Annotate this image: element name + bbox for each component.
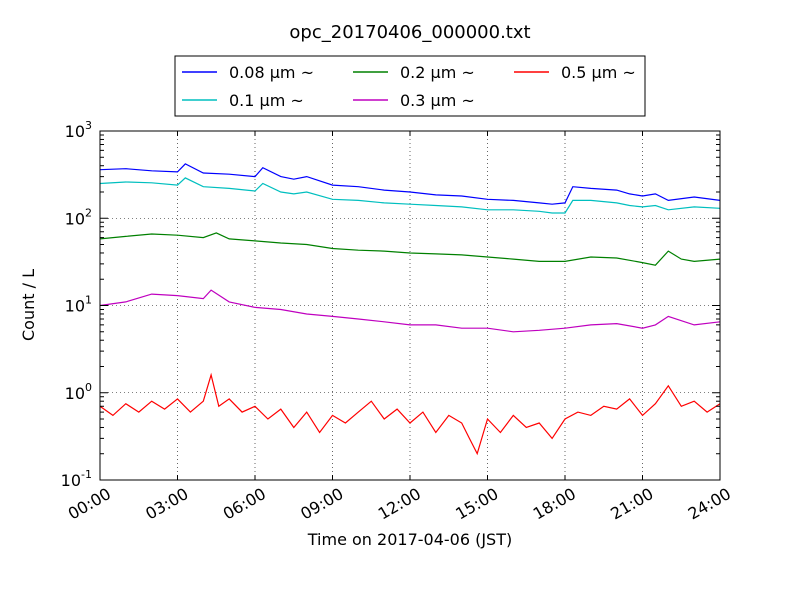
- x-tick-label: 03:00: [142, 484, 191, 524]
- y-axis-label: Count / L: [19, 269, 38, 341]
- x-axis: 00:00 03:00 06:00 09:00 12:00 15:00 18:00 21:00…: [65, 131, 734, 524]
- y-tick-label: 100: [65, 381, 92, 403]
- series-line-0_3: [99, 289, 721, 333]
- y-tick-label: 103: [65, 119, 92, 141]
- series-line-0_5: [99, 372, 721, 456]
- chart-title: opc_20170406_000000.txt: [289, 22, 530, 43]
- legend-label: 0.3 μm ~: [400, 91, 475, 110]
- x-tick-label: 12:00: [375, 484, 424, 524]
- legend-frame: [174, 55, 646, 117]
- x-tick-label: 09:00: [297, 484, 346, 524]
- legend: 0.08 μm ~ 0.2 μm ~ 0.5 μm ~ 0.1 μm ~ 0.3 μm …: [174, 55, 646, 117]
- legend-label: 0.5 μm ~: [561, 63, 636, 82]
- legend-label: 0.1 μm ~: [229, 91, 304, 110]
- y-tick-label: 10-1: [61, 468, 92, 490]
- x-tick-label: 18:00: [530, 484, 579, 524]
- x-tick-label: 24:00: [685, 484, 734, 524]
- x-tick-label: 15:00: [452, 484, 501, 524]
- y-axis: 10-1 100 101 102 103: [61, 119, 720, 490]
- y-tick-label: 101: [65, 294, 92, 316]
- x-axis-label: Time on 2017-04-06 (JST): [307, 530, 512, 549]
- series-line-0_08: [99, 163, 721, 205]
- legend-label: 0.2 μm ~: [400, 63, 475, 82]
- y-tick-label: 102: [65, 206, 92, 228]
- series-line-0_1: [99, 177, 721, 214]
- legend-label: 0.08 μm ~: [229, 63, 314, 82]
- series-group: [99, 163, 721, 456]
- series-line-0_2: [99, 232, 721, 266]
- x-tick-label: 21:00: [607, 484, 656, 524]
- grid-lines: [100, 131, 720, 480]
- x-tick-label: 06:00: [220, 484, 269, 524]
